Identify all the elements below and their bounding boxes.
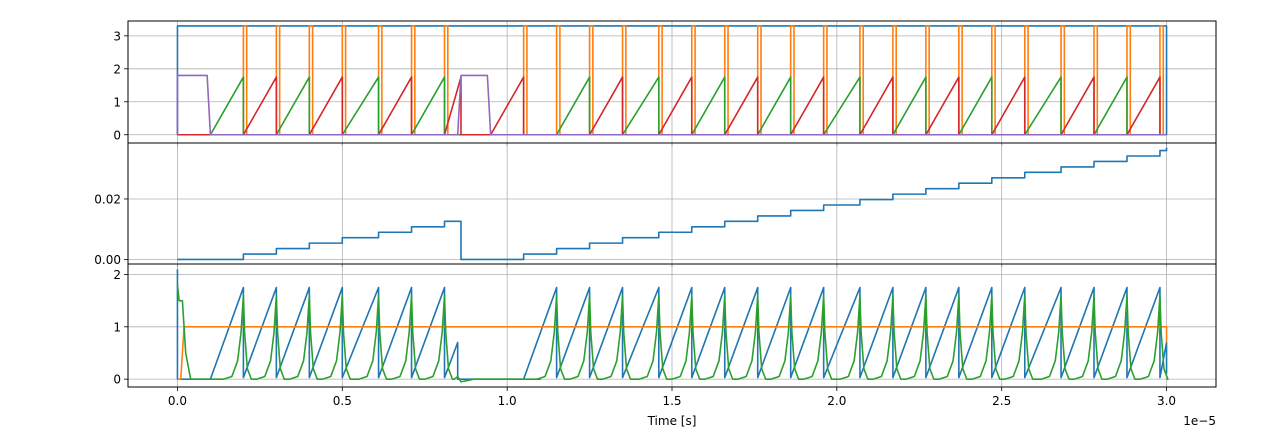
x-tick-label: 2.0 bbox=[827, 394, 846, 408]
y-tick-label: 2 bbox=[113, 62, 121, 76]
grid bbox=[128, 21, 1216, 143]
y-tick-label: 0.02 bbox=[94, 192, 121, 206]
x-tick-label: 0.5 bbox=[333, 394, 352, 408]
x-tick-label: 0.0 bbox=[168, 394, 187, 408]
y-tick-label: 0.00 bbox=[94, 253, 121, 267]
y-tick-label: 2 bbox=[113, 268, 121, 282]
x-axis-label: Time [s] bbox=[647, 414, 697, 428]
series-line-4 bbox=[176, 74, 1167, 136]
x-tick-label: 3.0 bbox=[1157, 394, 1176, 408]
series-line-0 bbox=[177, 147, 1168, 261]
y-tick-label: 0 bbox=[113, 373, 121, 387]
y-tick-label: 1 bbox=[113, 95, 121, 109]
top-panel: 0 1 2 3 bbox=[113, 20, 1217, 146]
x-tick-label: 1.0 bbox=[498, 394, 517, 408]
x-axis-offset-label: 1e−5 bbox=[1183, 414, 1216, 428]
series-group bbox=[176, 269, 1169, 383]
x-tick-label: 2.5 bbox=[992, 394, 1011, 408]
grid bbox=[128, 143, 1216, 264]
y-tick-label: 0 bbox=[113, 128, 121, 142]
series-line-1 bbox=[177, 25, 1167, 136]
y-tick-label: 3 bbox=[113, 29, 121, 43]
series-line-0 bbox=[176, 269, 1168, 380]
y-tick-label: 1 bbox=[113, 320, 121, 334]
series-line-2 bbox=[176, 284, 1169, 383]
series-group bbox=[176, 25, 1168, 136]
bottom-panel: 0 1 2 0.0 0.5 1.0 1.5 2.0 2.5 3.0 bbox=[113, 263, 1217, 408]
middle-panel: 0.00 0.02 bbox=[94, 142, 1217, 267]
series-group bbox=[177, 147, 1168, 261]
x-tick-label: 1.5 bbox=[662, 394, 681, 408]
